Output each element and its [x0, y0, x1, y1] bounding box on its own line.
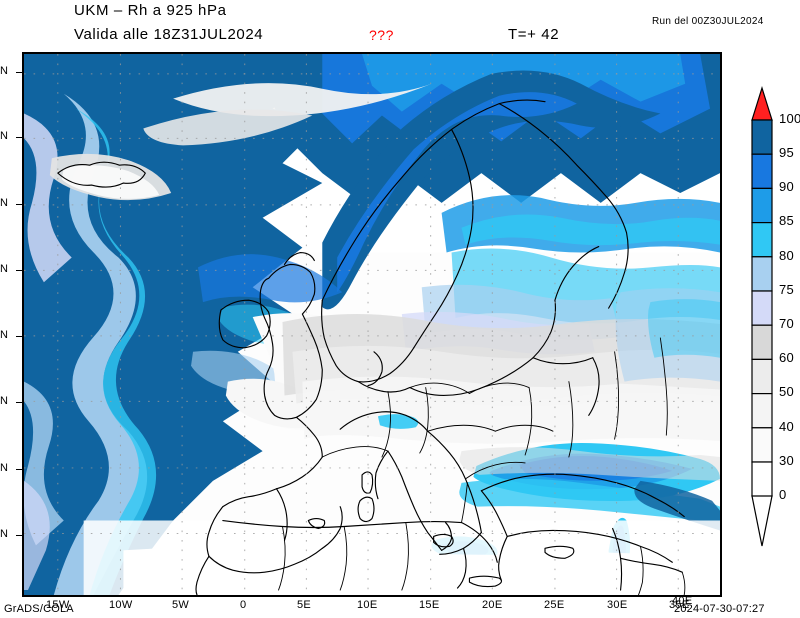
- colorbar-cap-bottom: [751, 495, 773, 547]
- page-title: UKM – Rh a 925 hPa: [74, 2, 227, 19]
- lat-tick: [16, 469, 22, 470]
- colorbar-band: [751, 427, 773, 463]
- colorbar-band: [751, 358, 773, 395]
- weather-map: [22, 52, 722, 597]
- lat-tick: [16, 137, 22, 138]
- colorbar-tick-label: 50: [779, 384, 795, 399]
- colorbar-band: [751, 290, 773, 326]
- colorbar-tick-label: 95: [779, 145, 795, 160]
- lat-label: N: [0, 130, 9, 142]
- colorbar-tick-label: 60: [779, 350, 795, 365]
- valid-time-label: Valida alle 18Z31JUL2024: [74, 26, 264, 43]
- lat-tick: [16, 204, 22, 205]
- lon-label: 25E: [544, 599, 565, 611]
- colorbar: [750, 86, 774, 556]
- colorbar-cap-top: [751, 86, 773, 121]
- lon-label: 20E: [482, 599, 503, 611]
- lon-label: 30E: [607, 599, 628, 611]
- colorbar-band: [751, 119, 773, 155]
- lat-label: N: [0, 528, 9, 540]
- lat-tick: [16, 270, 22, 271]
- lat-label: N: [0, 197, 9, 209]
- unknown-marker: ???: [369, 27, 394, 43]
- colorbar-band: [751, 324, 773, 360]
- colorbar-tick-label: 0: [779, 487, 787, 502]
- lat-label: N: [0, 65, 9, 77]
- lon-label: 10W: [109, 599, 133, 611]
- lat-label: N: [0, 462, 9, 474]
- colorbar-tick-label: 80: [779, 248, 795, 263]
- lat-label: N: [0, 263, 9, 275]
- lon-label: 5E: [297, 599, 312, 611]
- lon-label: 40E: [672, 595, 693, 607]
- lon-label: 15W: [46, 599, 70, 611]
- colorbar-tick-label: 75: [779, 282, 795, 297]
- generated-timestamp: 2024-07-30-07:27: [674, 603, 765, 615]
- colorbar-band: [751, 461, 773, 497]
- colorbar-band: [751, 393, 773, 429]
- colorbar-tick-label: 40: [779, 419, 795, 434]
- humidity-field: [24, 54, 720, 595]
- colorbar-band: [751, 187, 773, 224]
- lat-tick: [16, 402, 22, 403]
- colorbar-tick-label: 30: [779, 453, 795, 468]
- colorbar-band: [751, 222, 773, 258]
- lat-label: N: [0, 329, 9, 341]
- lon-label: 10E: [357, 599, 378, 611]
- colorbar-tick-label: 100: [779, 111, 800, 126]
- lat-label: N: [0, 395, 9, 407]
- colorbar-tick-label: 85: [779, 213, 795, 228]
- lat-tick: [16, 72, 22, 73]
- colorbar-tick-label: 90: [779, 179, 795, 194]
- lat-tick: [16, 336, 22, 337]
- colorbar-band: [751, 256, 773, 292]
- forecast-hour-label: T=+ 42: [508, 26, 560, 43]
- model-run-label: Run del 00Z30JUL2024: [652, 16, 764, 27]
- colorbar-swatches: [751, 86, 773, 547]
- lon-label: 0: [240, 599, 247, 611]
- lon-label: 5W: [172, 599, 190, 611]
- lon-label: 15E: [419, 599, 440, 611]
- colorbar-tick-label: 70: [779, 316, 795, 331]
- lon-label: 35E: [669, 599, 690, 611]
- grads-credit: GrADS/COLA: [4, 603, 74, 615]
- lat-tick: [16, 535, 22, 536]
- colorbar-band: [751, 153, 773, 189]
